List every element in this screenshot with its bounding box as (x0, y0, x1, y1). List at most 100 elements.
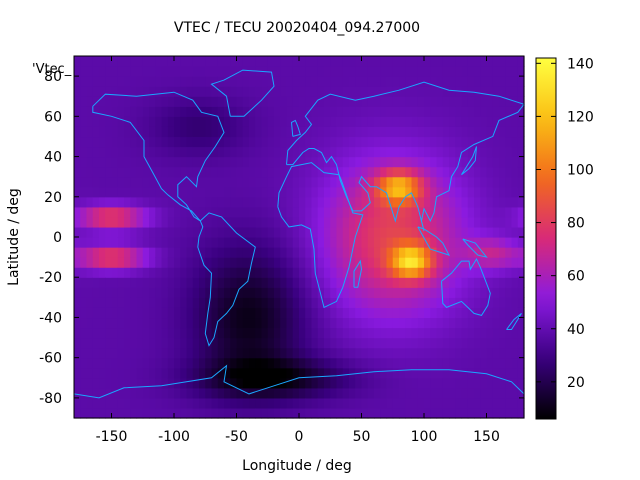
heatmap-cell (374, 327, 381, 339)
heatmap-cell (192, 86, 200, 97)
heatmap-cell (436, 56, 444, 67)
heatmap-cell (392, 297, 400, 308)
heatmap-cell (99, 86, 106, 97)
heatmap-cell (124, 327, 131, 339)
heatmap-cell (86, 287, 94, 298)
heatmap-cell (436, 387, 444, 399)
heatmap-cell (367, 347, 375, 359)
heatmap-cell (174, 317, 181, 329)
heatmap-cell (292, 247, 300, 258)
heatmap-cell (192, 297, 200, 308)
heatmap-cell (424, 327, 431, 339)
heatmap-cell (142, 337, 150, 349)
heatmap-cell (324, 186, 331, 198)
heatmap-cell (74, 327, 81, 339)
heatmap-cell (80, 56, 88, 67)
heatmap-cell (486, 397, 494, 409)
heatmap-cell (311, 397, 319, 409)
heatmap-cell (417, 76, 425, 87)
heatmap-cell (261, 76, 269, 87)
heatmap-cell (461, 387, 469, 399)
heatmap-cell (192, 226, 200, 238)
heatmap-cell (442, 367, 450, 379)
heatmap-cell (361, 377, 369, 389)
heatmap-cell (280, 317, 288, 329)
heatmap-cell (386, 297, 394, 308)
heatmap-cell (380, 377, 388, 389)
heatmap-cell (117, 186, 125, 198)
heatmap-cell (474, 226, 481, 238)
heatmap-cell (180, 297, 188, 308)
heatmap-cell (317, 387, 325, 399)
heatmap-cell (399, 86, 406, 97)
heatmap-cell (486, 116, 494, 127)
heatmap-cell (374, 106, 381, 117)
colorbar-tick-label: 100 (567, 162, 594, 178)
heatmap-cell (274, 257, 281, 268)
heatmap-cell (105, 327, 113, 339)
heatmap-cell (399, 156, 406, 168)
heatmap-cell (442, 126, 450, 138)
heatmap-cell (405, 237, 413, 248)
heatmap-cell (105, 216, 113, 228)
heatmap-cell (361, 126, 369, 138)
heatmap-cell (99, 257, 106, 268)
heatmap-cell (236, 146, 244, 158)
heatmap-cell (399, 206, 406, 218)
heatmap-cell (242, 176, 250, 188)
heatmap-cell (455, 237, 463, 248)
heatmap-cell (180, 257, 188, 268)
heatmap-cell (149, 367, 156, 379)
heatmap-cell (236, 106, 244, 117)
heatmap-cell (236, 287, 244, 298)
heatmap-cell (80, 226, 88, 238)
heatmap-cell (480, 126, 488, 138)
heatmap-cell (324, 166, 331, 178)
heatmap-cell (224, 116, 231, 127)
heatmap-cell (124, 216, 131, 228)
heatmap-cell (255, 327, 263, 339)
heatmap-cell (511, 86, 519, 97)
heatmap-cell (105, 407, 113, 419)
heatmap-cell (361, 297, 369, 308)
heatmap-cell (336, 247, 344, 258)
heatmap-cell (217, 387, 225, 399)
heatmap-cell (424, 277, 431, 288)
heatmap-cell (155, 156, 163, 168)
heatmap-cell (342, 287, 350, 298)
heatmap-cell (474, 347, 481, 359)
heatmap-cell (492, 267, 500, 278)
heatmap-cell (424, 267, 431, 278)
heatmap-cell (505, 267, 513, 278)
heatmap-cell (511, 367, 519, 379)
heatmap-cell (449, 76, 456, 87)
heatmap-cell (492, 56, 500, 67)
heatmap-cell (299, 156, 306, 168)
heatmap-cell (99, 407, 106, 419)
heatmap-cell (167, 307, 175, 319)
heatmap-cell (430, 56, 438, 67)
heatmap-cell (499, 116, 506, 127)
heatmap-cell (392, 96, 400, 107)
heatmap-cell (386, 136, 394, 148)
heatmap-cell (274, 126, 281, 138)
heatmap-cell (230, 76, 238, 87)
heatmap-cell (336, 257, 344, 268)
heatmap-cell (486, 166, 494, 178)
heatmap-cell (124, 347, 131, 359)
heatmap-cell (242, 267, 250, 278)
heatmap-cell (455, 56, 463, 67)
heatmap-cell (80, 377, 88, 389)
heatmap-cell (105, 76, 113, 87)
heatmap-cell (517, 206, 525, 218)
heatmap-cell (436, 407, 444, 419)
heatmap-cell (511, 76, 519, 87)
heatmap-cell (86, 156, 94, 168)
heatmap-cell (305, 96, 313, 107)
heatmap-cell (374, 186, 381, 198)
heatmap-cell (242, 56, 250, 67)
heatmap-cell (467, 377, 475, 389)
heatmap-cell (292, 297, 300, 308)
heatmap-cell (474, 216, 481, 228)
heatmap-cell (99, 196, 106, 208)
